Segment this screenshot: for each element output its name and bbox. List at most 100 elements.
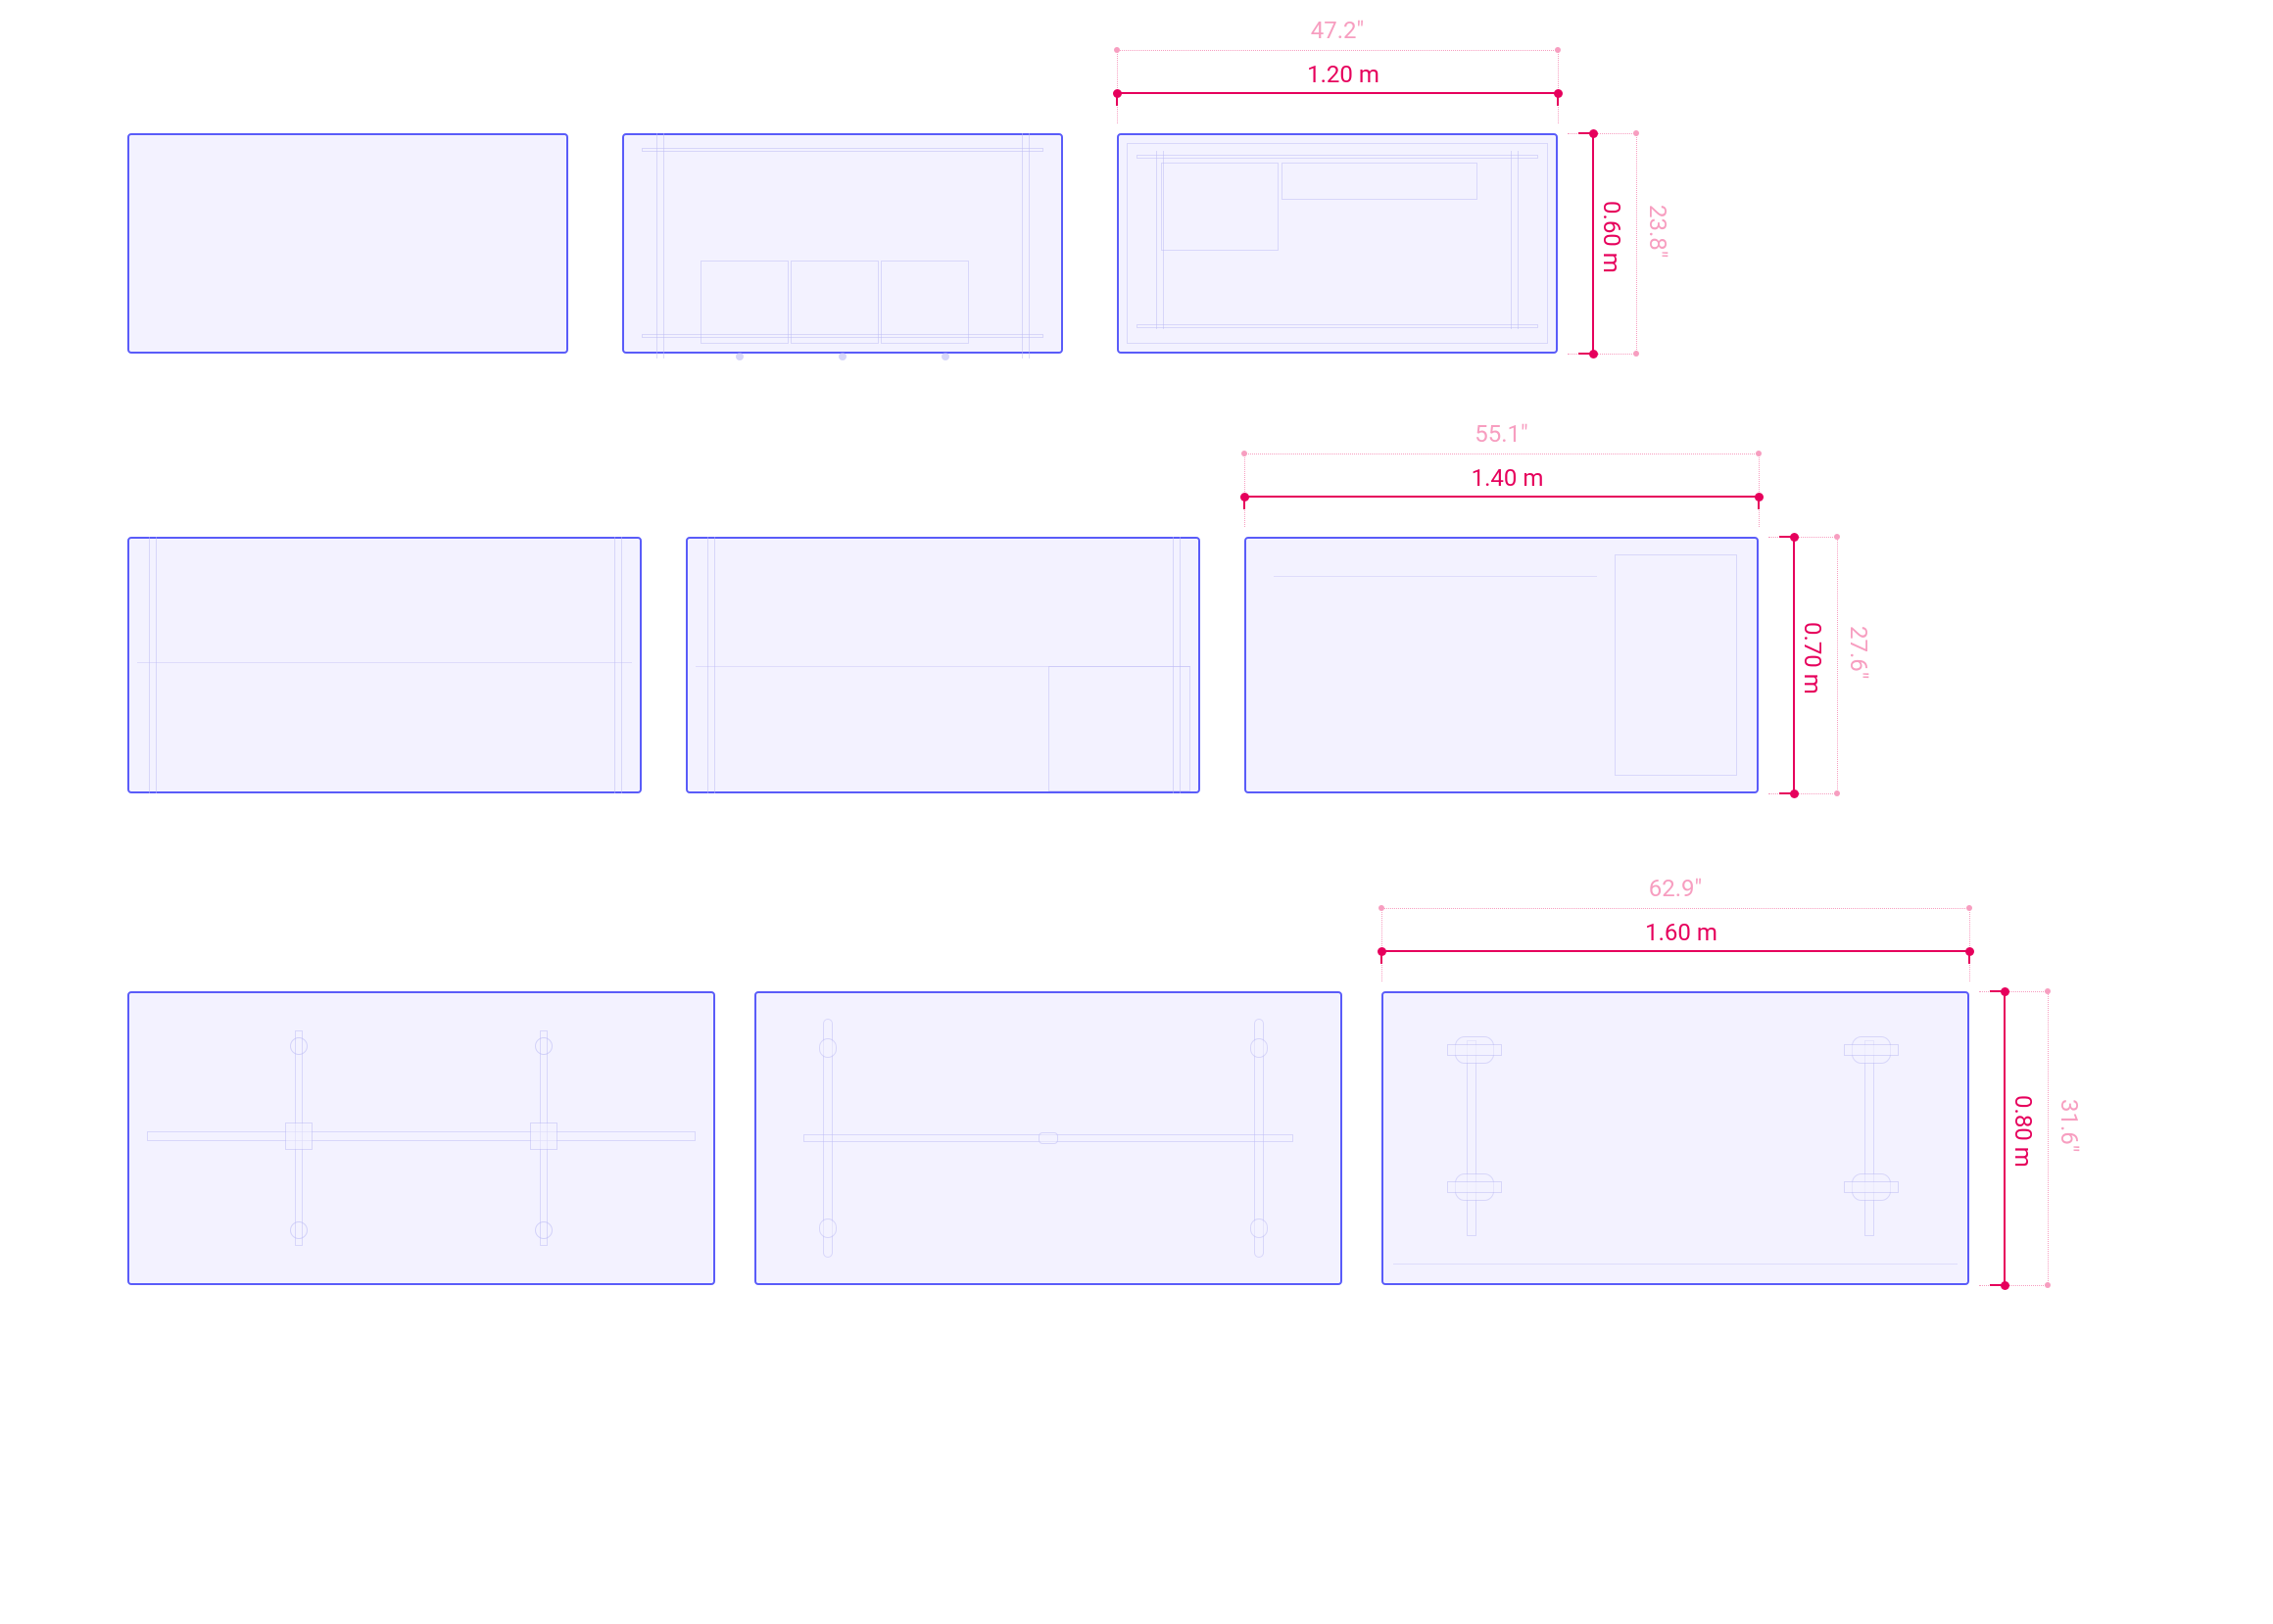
dim-dot — [1834, 790, 1840, 796]
dim-tick — [1557, 92, 1559, 106]
dim-dot — [2045, 988, 2051, 994]
dim-tick — [1779, 792, 1793, 794]
dim-tick — [1116, 92, 1118, 106]
dim-line-secondary — [1381, 908, 1969, 910]
dim-extension — [1117, 50, 1119, 123]
dim-extension — [1759, 454, 1761, 527]
technical-drawing-page: 47.2"1.20 m0.60 m23.8"55.1"1.40 m0.70 m2… — [0, 0, 2273, 1624]
dim-dot — [1633, 130, 1639, 136]
dim-line-primary-v — [1793, 537, 1795, 793]
row2-view-left — [127, 537, 642, 793]
dim-line-secondary-v — [2048, 991, 2050, 1285]
dim-width-inches: 62.9" — [1626, 875, 1724, 902]
dim-width-meters: 1.20 m — [1279, 61, 1408, 88]
dim-height-meters: 0.60 m — [1598, 195, 1625, 305]
post — [1022, 133, 1030, 358]
dim-height-meters: 0.80 m — [2009, 1089, 2037, 1199]
dim-line-primary-v — [2004, 991, 2006, 1285]
foot — [942, 353, 949, 360]
dim-dot — [1834, 534, 1840, 540]
post — [1511, 151, 1519, 329]
dim-tick — [1578, 353, 1592, 355]
dim-dot — [1555, 47, 1561, 53]
row3-view-right — [1381, 991, 1969, 1285]
block — [1161, 163, 1279, 251]
dim-line-secondary — [1244, 454, 1759, 455]
outline — [127, 133, 568, 354]
post — [707, 537, 715, 793]
spindle-bulge — [819, 1218, 837, 1238]
row1-view-left — [127, 133, 568, 354]
dim-width-inches: 55.1" — [1453, 420, 1551, 448]
hub — [530, 1122, 557, 1150]
dim-tick — [1968, 950, 1970, 964]
dim-height-meters: 0.70 m — [1799, 616, 1826, 726]
hub — [285, 1122, 313, 1150]
foot — [839, 353, 846, 360]
dim-extension — [1381, 908, 1383, 981]
panel — [701, 261, 789, 344]
dim-line-secondary-v — [1636, 133, 1638, 354]
dim-height-inches: 31.6" — [2055, 1099, 2083, 1177]
dim-dot — [1756, 451, 1762, 456]
dim-line-secondary — [1117, 50, 1558, 52]
dim-height-inches: 23.8" — [1644, 205, 1671, 283]
dim-dot — [1633, 351, 1639, 357]
ball — [290, 1037, 308, 1055]
dim-tick — [1990, 990, 2004, 992]
dim-dot — [1966, 905, 1972, 911]
dim-dot — [1241, 451, 1247, 456]
dim-dot — [1378, 905, 1384, 911]
rail — [1274, 576, 1597, 578]
bottom-rail — [1393, 1264, 1958, 1266]
panel — [1615, 554, 1737, 776]
dim-dot — [2045, 1282, 2051, 1288]
dim-line-primary-v — [1592, 133, 1594, 354]
dim-tick — [1243, 496, 1245, 509]
dim-width-meters: 1.40 m — [1443, 464, 1572, 492]
dim-extension — [1244, 454, 1246, 527]
dim-tick — [1578, 132, 1592, 134]
block — [1282, 163, 1477, 200]
dim-line-primary — [1244, 496, 1759, 498]
rail — [1136, 324, 1538, 328]
foot — [736, 353, 744, 360]
post — [1467, 1040, 1476, 1236]
dim-tick — [1990, 1284, 2004, 1286]
wheel-bracket — [1844, 1181, 1899, 1193]
dim-width-meters: 1.60 m — [1617, 919, 1746, 946]
dim-tick — [1779, 536, 1793, 538]
post — [1156, 151, 1164, 329]
row1-view-right — [1117, 133, 1558, 354]
dim-height-inches: 27.6" — [1845, 626, 1872, 704]
post — [149, 537, 157, 793]
panel — [1048, 666, 1190, 791]
row1-view-middle — [622, 133, 1063, 354]
post — [614, 537, 622, 793]
row3-view-middle — [754, 991, 1342, 1285]
dim-dot — [1114, 47, 1120, 53]
row3-view-left — [127, 991, 715, 1285]
rail — [1136, 155, 1538, 159]
wheel-bracket — [1447, 1044, 1502, 1056]
spindle-bulge — [1250, 1218, 1268, 1238]
dim-line-primary — [1381, 950, 1969, 952]
post — [1173, 537, 1181, 793]
post — [1864, 1040, 1874, 1236]
panel — [881, 261, 969, 344]
row2-view-middle — [686, 537, 1200, 793]
midline — [137, 662, 632, 664]
midrail — [147, 1131, 696, 1141]
spindle-bulge — [819, 1038, 837, 1058]
ball — [290, 1221, 308, 1239]
post — [656, 133, 664, 358]
dim-line-secondary-v — [1837, 537, 1839, 793]
dim-tick — [1758, 496, 1760, 509]
outline — [127, 537, 642, 793]
dim-extension — [1558, 50, 1560, 123]
spindle-bulge — [1250, 1038, 1268, 1058]
dim-extension — [1969, 908, 1971, 981]
dim-tick — [1380, 950, 1382, 964]
dim-line-primary — [1117, 92, 1558, 94]
rail — [642, 148, 1043, 152]
